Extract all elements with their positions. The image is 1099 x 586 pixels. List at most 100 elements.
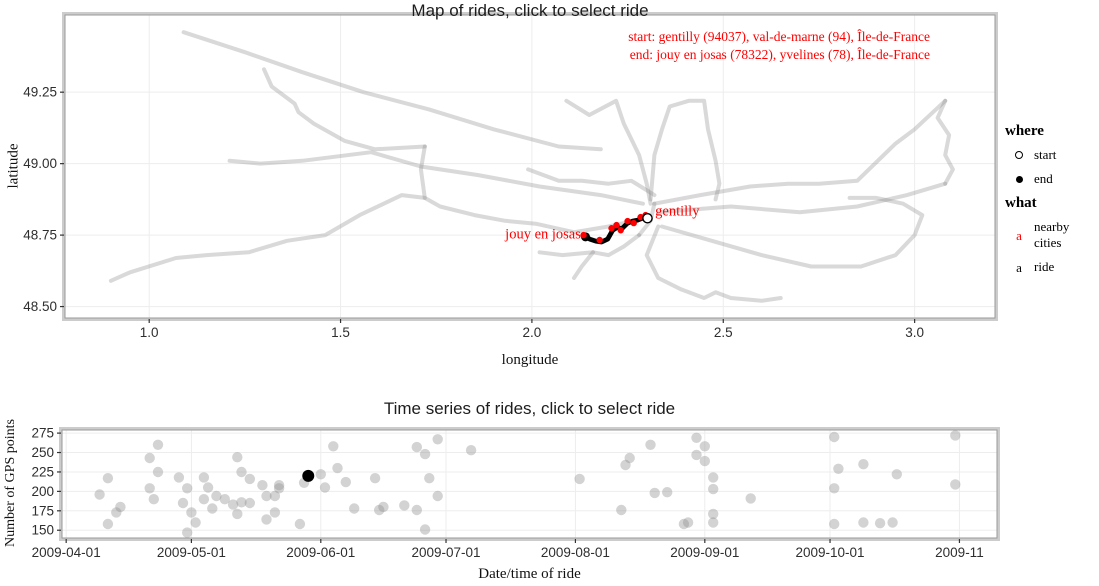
- ride-point[interactable]: [269, 507, 281, 518]
- ride-point[interactable]: [332, 462, 343, 474]
- ride-point[interactable]: [829, 483, 840, 494]
- ride-point[interactable]: [148, 494, 159, 505]
- ride-point[interactable]: [219, 494, 230, 505]
- ride-point[interactable]: [236, 497, 247, 508]
- ride-point[interactable]: [858, 517, 869, 528]
- ride-point[interactable]: [662, 487, 673, 498]
- ride-point[interactable]: [328, 441, 339, 452]
- ride-point[interactable]: [708, 508, 719, 520]
- ride-point[interactable]: [115, 501, 126, 513]
- ride-point[interactable]: [227, 499, 239, 510]
- gps-track[interactable]: [564, 98, 653, 206]
- ride-point[interactable]: [144, 483, 155, 494]
- ride-point[interactable]: [419, 524, 431, 535]
- selected-ride-point[interactable]: [302, 469, 315, 482]
- ride-point[interactable]: [190, 517, 201, 528]
- ride-point[interactable]: [374, 504, 385, 516]
- ride-point[interactable]: [273, 480, 285, 491]
- gps-track[interactable]: [108, 193, 649, 283]
- ride-point[interactable]: [682, 517, 694, 528]
- gps-track[interactable]: [656, 181, 948, 215]
- ride-point[interactable]: [207, 503, 218, 514]
- ride-point[interactable]: [691, 449, 702, 461]
- gps-track[interactable]: [652, 98, 948, 206]
- ride-point[interactable]: [708, 517, 719, 528]
- ride-point[interactable]: [424, 473, 435, 484]
- nearby-city-point[interactable]: [613, 221, 620, 229]
- ride-point[interactable]: [236, 466, 247, 478]
- ride-point[interactable]: [340, 476, 351, 488]
- map-of-rides-chart[interactable]: jouy en josas gentilly 1.0 1.5 2.0 2.5 3.0 48.5…: [0, 0, 1099, 395]
- ride-point[interactable]: [678, 518, 690, 530]
- gps-track[interactable]: [572, 250, 596, 280]
- ride-point[interactable]: [887, 517, 898, 528]
- ride-point[interactable]: [349, 503, 360, 514]
- ride-point[interactable]: [645, 439, 656, 450]
- ride-point[interactable]: [257, 480, 268, 491]
- ride-point[interactable]: [232, 508, 243, 520]
- ride-point[interactable]: [198, 494, 210, 505]
- ride-point[interactable]: [269, 490, 281, 502]
- nearby-city-point[interactable]: [596, 236, 603, 244]
- ride-point[interactable]: [419, 448, 431, 460]
- ride-point[interactable]: [261, 514, 272, 525]
- ride-point[interactable]: [874, 518, 886, 529]
- gps-track[interactable]: [181, 30, 603, 152]
- ride-point[interactable]: [699, 455, 710, 467]
- gps-track[interactable]: [644, 224, 783, 303]
- nearby-city-point[interactable]: [630, 219, 637, 227]
- gps-track[interactable]: [537, 233, 642, 258]
- ride-point[interactable]: [152, 466, 164, 478]
- ride-point[interactable]: [261, 490, 272, 502]
- ride-point[interactable]: [649, 487, 660, 499]
- ride-point[interactable]: [177, 497, 189, 509]
- ride-point[interactable]: [699, 441, 710, 452]
- gps-track[interactable]: [526, 167, 657, 198]
- gps-track[interactable]: [648, 98, 722, 202]
- ride-point[interactable]: [950, 430, 961, 441]
- nearby-city-point[interactable]: [580, 231, 587, 239]
- timeseries-chart[interactable]: 2009-04-01 2009-05-01 2009-06-01 2009-07-01…: [0, 395, 1099, 586]
- ride-point[interactable]: [102, 518, 114, 530]
- ride-point[interactable]: [891, 469, 902, 480]
- nearby-city-point[interactable]: [617, 227, 624, 234]
- ride-point[interactable]: [315, 469, 326, 480]
- ride-point[interactable]: [144, 452, 155, 464]
- ride-start-marker[interactable]: [642, 212, 653, 224]
- ride-point[interactable]: [244, 473, 255, 485]
- nearby-city-point[interactable]: [624, 217, 631, 225]
- ride-point[interactable]: [432, 490, 443, 502]
- gps-track[interactable]: [935, 98, 955, 186]
- ride-point[interactable]: [616, 504, 627, 516]
- ride-point[interactable]: [378, 501, 389, 513]
- ride-point[interactable]: [465, 445, 477, 456]
- ride-point[interactable]: [950, 479, 961, 490]
- ride-point[interactable]: [833, 463, 844, 474]
- ride-point[interactable]: [411, 504, 422, 516]
- ride-point[interactable]: [232, 452, 243, 463]
- ride-point[interactable]: [829, 431, 840, 443]
- gps-track[interactable]: [660, 195, 925, 269]
- ride-point[interactable]: [708, 472, 719, 483]
- ride-point[interactable]: [211, 490, 222, 502]
- ride-point[interactable]: [858, 459, 869, 470]
- ride-point[interactable]: [319, 482, 331, 493]
- ride-point[interactable]: [624, 452, 635, 464]
- ride-point[interactable]: [198, 472, 210, 483]
- ride-point[interactable]: [202, 482, 214, 493]
- ride-point[interactable]: [244, 497, 255, 509]
- nearby-city-point[interactable]: [637, 213, 644, 221]
- ride-point[interactable]: [94, 489, 105, 500]
- ride-point[interactable]: [152, 439, 164, 450]
- ride-point[interactable]: [411, 441, 422, 453]
- ride-point[interactable]: [182, 527, 193, 538]
- ride-point[interactable]: [399, 500, 410, 511]
- ride-point[interactable]: [294, 518, 306, 530]
- ride-point[interactable]: [369, 473, 381, 484]
- ride-point[interactable]: [111, 507, 122, 518]
- nearby-city-point[interactable]: [608, 225, 615, 232]
- ride-point[interactable]: [620, 459, 631, 471]
- ride-point[interactable]: [829, 518, 840, 530]
- ride-point[interactable]: [102, 473, 114, 484]
- gps-track[interactable]: [262, 67, 427, 152]
